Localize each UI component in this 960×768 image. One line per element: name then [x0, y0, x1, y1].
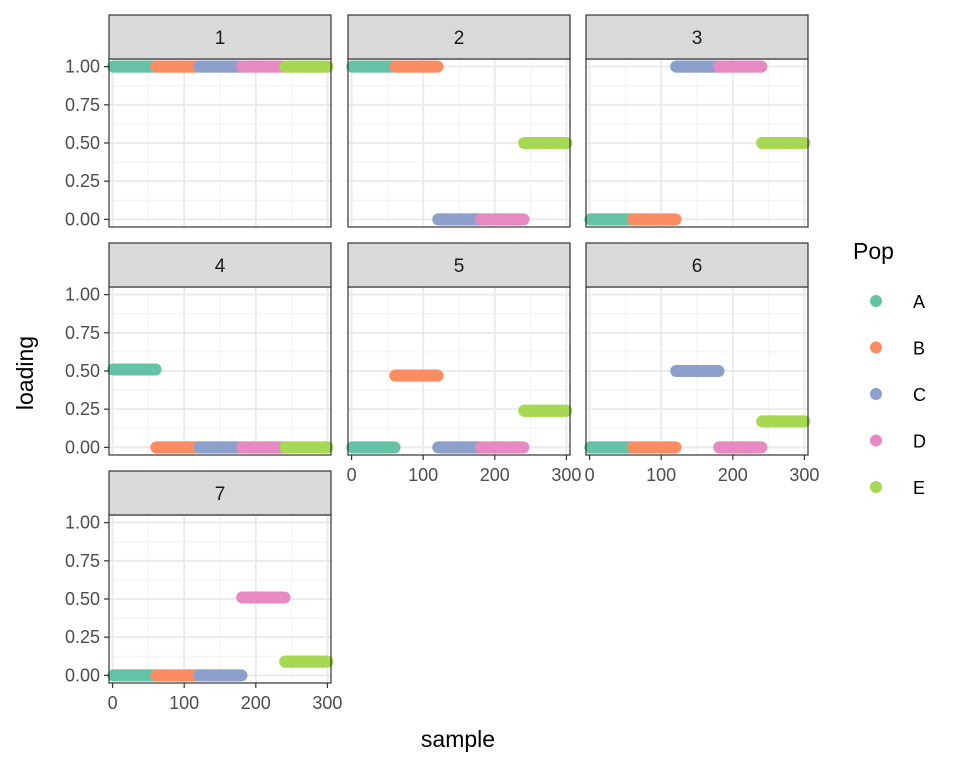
facet-panel-7: 7 0.00 0.25 0.50 0.75 1.00 0 100 200 300	[65, 470, 342, 713]
x-tick-label: 300	[551, 465, 581, 485]
y-tick-label: 1.00	[65, 513, 100, 533]
data-point-d	[755, 441, 768, 454]
data-point-c	[235, 669, 248, 682]
legend-label-a: A	[913, 292, 925, 312]
y-axis-title: loading	[12, 336, 38, 410]
x-tick-label: 100	[169, 693, 199, 713]
data-point-a	[149, 363, 162, 376]
facet-panel-6: 6 0 100 200 300	[584, 242, 819, 485]
data-point-c	[712, 365, 725, 377]
data-point-d	[517, 441, 530, 454]
data-point-e	[321, 60, 334, 73]
facet-panel-2: 2	[346, 14, 573, 228]
legend-label-e: E	[913, 478, 925, 498]
x-tick-label: 100	[408, 465, 438, 485]
facet-panels: 1 0.00 0.25 0.50 0.75 1.00 2 3 4 0.00 0.25 0.50 0.75…	[65, 14, 819, 713]
data-point-b	[431, 60, 444, 73]
data-point-e	[321, 441, 334, 454]
facet-strip-label: 6	[692, 256, 703, 277]
legend-title: Pop	[853, 238, 894, 264]
y-tick-label: 0.75	[65, 95, 100, 115]
facet-strip-label: 7	[215, 484, 226, 505]
data-point-e	[798, 415, 811, 428]
y-tick-label: 0.25	[65, 399, 100, 419]
x-tick-label: 100	[646, 465, 676, 485]
x-tick-label: 300	[789, 465, 819, 485]
y-tick-label: 0.50	[65, 361, 100, 381]
legend-key-b	[870, 341, 882, 354]
y-tick-label: 0.50	[65, 589, 100, 609]
legend-label-c: C	[913, 385, 926, 405]
facet-strip	[347, 242, 571, 288]
data-point-e	[321, 655, 334, 668]
x-tick-label: 0	[108, 693, 118, 713]
facet-strip-label: 4	[215, 256, 226, 277]
facet-strip	[347, 14, 571, 60]
data-point-e	[798, 137, 811, 149]
x-tick-label: 0	[347, 465, 357, 485]
data-point-a	[388, 441, 401, 454]
legend-key-c	[870, 388, 882, 400]
x-axis-title: sample	[421, 726, 495, 752]
legend-key-d	[870, 434, 882, 447]
facet-strip	[108, 242, 332, 288]
facet-panel-4: 4 0.00 0.25 0.50 0.75 1.00	[65, 242, 334, 457]
data-point-e	[560, 404, 573, 417]
facet-strip	[108, 14, 332, 60]
y-tick-label: 1.00	[65, 57, 100, 77]
facet-panel-5: 5 0 100 200 300	[346, 242, 581, 485]
data-point-e	[560, 137, 573, 149]
legend-key-e	[870, 481, 882, 493]
legend-label-b: B	[913, 339, 925, 359]
data-point-d	[755, 60, 768, 73]
facet-strip	[585, 14, 809, 60]
y-tick-label: 0.75	[65, 323, 100, 343]
data-point-d	[278, 591, 291, 604]
y-tick-label: 0.75	[65, 551, 100, 571]
y-tick-label: 0.25	[65, 171, 100, 191]
y-tick-label: 0.50	[65, 133, 100, 153]
y-tick-label: 0.00	[65, 437, 100, 457]
data-point-d	[517, 213, 530, 226]
legend-key-a	[870, 295, 882, 307]
facet-strip	[108, 470, 332, 516]
y-tick-label: 0.25	[65, 627, 100, 647]
facet-strip	[585, 242, 809, 288]
facet-strip-label: 2	[454, 28, 465, 49]
data-point-b	[669, 441, 682, 454]
facet-panel-3: 3	[584, 14, 811, 228]
x-tick-label: 0	[585, 465, 595, 485]
y-tick-label: 1.00	[65, 285, 100, 305]
y-tick-label: 0.00	[65, 209, 100, 229]
facet-strip-label: 5	[454, 256, 465, 277]
legend: Pop A B C D E	[853, 238, 926, 498]
data-point-b	[669, 213, 682, 226]
facet-panel-1: 1 0.00 0.25 0.50 0.75 1.00	[65, 14, 334, 229]
data-point-b	[431, 369, 444, 382]
x-tick-label: 200	[241, 693, 271, 713]
x-tick-label: 300	[312, 693, 342, 713]
x-tick-label: 200	[718, 465, 748, 485]
x-tick-label: 200	[480, 465, 510, 485]
facet-strip-label: 1	[215, 28, 226, 49]
legend-label-d: D	[913, 432, 926, 452]
facet-strip-label: 3	[692, 28, 703, 49]
y-tick-label: 0.00	[65, 665, 100, 685]
